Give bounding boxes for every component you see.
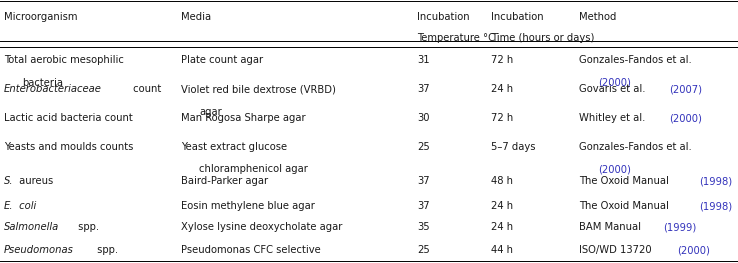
Text: Whitley et al.: Whitley et al. xyxy=(579,113,649,123)
Text: 35: 35 xyxy=(417,222,430,232)
Text: BAM Manual: BAM Manual xyxy=(579,222,644,232)
Text: Time (hours or days): Time (hours or days) xyxy=(491,33,594,43)
Text: Incubation: Incubation xyxy=(491,12,543,22)
Text: 37: 37 xyxy=(417,201,430,211)
Text: count: count xyxy=(130,84,161,94)
Text: Gonzales-Fandos et al.: Gonzales-Fandos et al. xyxy=(579,142,692,152)
Text: Man Rogosa Sharpe agar: Man Rogosa Sharpe agar xyxy=(181,113,306,123)
Text: 24 h: 24 h xyxy=(491,222,513,232)
Text: Plate count agar: Plate count agar xyxy=(181,55,263,65)
Text: (2000): (2000) xyxy=(669,113,702,123)
Text: 37: 37 xyxy=(417,176,430,186)
Text: chloramphenicol agar: chloramphenicol agar xyxy=(199,164,308,174)
Text: Enterobacteriaceae: Enterobacteriaceae xyxy=(4,84,102,94)
Text: 72 h: 72 h xyxy=(491,113,513,123)
Text: Media: Media xyxy=(181,12,211,22)
Text: Lactic acid bacteria count: Lactic acid bacteria count xyxy=(4,113,132,123)
Text: ISO/WD 13720: ISO/WD 13720 xyxy=(579,245,655,255)
Text: Baird-Parker agar: Baird-Parker agar xyxy=(181,176,268,186)
Text: (2000): (2000) xyxy=(598,78,631,88)
Text: 25: 25 xyxy=(417,245,430,255)
Text: Yeast extract glucose: Yeast extract glucose xyxy=(181,142,287,152)
Text: Total aerobic mesophilic: Total aerobic mesophilic xyxy=(4,55,123,65)
Text: 72 h: 72 h xyxy=(491,55,513,65)
Text: 24 h: 24 h xyxy=(491,84,513,94)
Text: (1998): (1998) xyxy=(700,201,732,211)
Text: 25: 25 xyxy=(417,142,430,152)
Text: 5–7 days: 5–7 days xyxy=(491,142,535,152)
Text: Microorganism: Microorganism xyxy=(4,12,77,22)
Text: (1998): (1998) xyxy=(700,176,732,186)
Text: Yeasts and moulds counts: Yeasts and moulds counts xyxy=(4,142,133,152)
Text: Xylose lysine deoxycholate agar: Xylose lysine deoxycholate agar xyxy=(181,222,342,232)
Text: agar: agar xyxy=(199,107,222,117)
Text: (1999): (1999) xyxy=(663,222,697,232)
Text: Pseudomonas: Pseudomonas xyxy=(4,245,74,255)
Text: 44 h: 44 h xyxy=(491,245,513,255)
Text: coli: coli xyxy=(16,201,36,211)
Text: E.: E. xyxy=(4,201,13,211)
Text: Incubation: Incubation xyxy=(417,12,469,22)
Text: 30: 30 xyxy=(417,113,430,123)
Text: (2000): (2000) xyxy=(598,164,631,174)
Text: (2007): (2007) xyxy=(669,84,702,94)
Text: Temperature °C: Temperature °C xyxy=(417,33,495,43)
Text: Method: Method xyxy=(579,12,617,22)
Text: Salmonella: Salmonella xyxy=(4,222,59,232)
Text: Eosin methylene blue agar: Eosin methylene blue agar xyxy=(181,201,314,211)
Text: 48 h: 48 h xyxy=(491,176,513,186)
Text: Pseudomonas CFC selective: Pseudomonas CFC selective xyxy=(181,245,320,255)
Text: Violet red bile dextrose (VRBD): Violet red bile dextrose (VRBD) xyxy=(181,84,336,94)
Text: bacteria: bacteria xyxy=(22,78,63,88)
Text: The Oxoid Manual: The Oxoid Manual xyxy=(579,201,672,211)
Text: aureus: aureus xyxy=(16,176,53,186)
Text: spp.: spp. xyxy=(94,245,118,255)
Text: 31: 31 xyxy=(417,55,430,65)
Text: Govaris et al.: Govaris et al. xyxy=(579,84,649,94)
Text: The Oxoid Manual: The Oxoid Manual xyxy=(579,176,672,186)
Text: S.: S. xyxy=(4,176,13,186)
Text: spp.: spp. xyxy=(75,222,99,232)
Text: 24 h: 24 h xyxy=(491,201,513,211)
Text: (2000): (2000) xyxy=(677,245,710,255)
Text: 37: 37 xyxy=(417,84,430,94)
Text: Gonzales-Fandos et al.: Gonzales-Fandos et al. xyxy=(579,55,692,65)
